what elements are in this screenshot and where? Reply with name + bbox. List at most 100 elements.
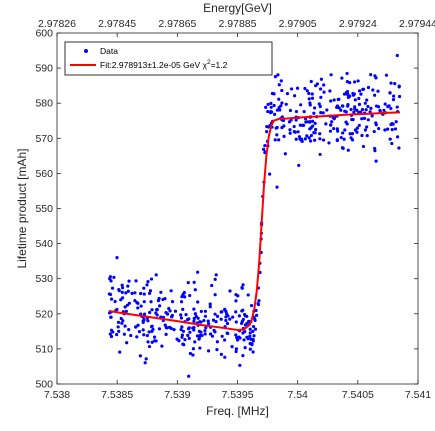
data-point: [329, 73, 333, 77]
data-point: [292, 124, 296, 129]
data-point: [307, 136, 311, 140]
data-point: [134, 325, 138, 329]
data-point: [247, 319, 251, 323]
data-point: [335, 127, 339, 131]
data-point: [392, 94, 396, 98]
data-point: [198, 333, 202, 338]
data-point: [389, 106, 393, 111]
data-point: [365, 98, 369, 102]
data-point: [266, 102, 270, 107]
data-point: [208, 305, 212, 309]
data-point: [168, 309, 172, 313]
data-point: [183, 295, 187, 299]
data-point: [157, 327, 162, 331]
data-point: [394, 120, 398, 124]
data-point: [146, 319, 150, 323]
data-point: [120, 290, 124, 294]
data-point: [237, 335, 241, 339]
data-point: [187, 336, 191, 340]
data-point: [165, 326, 169, 330]
data-point: [276, 73, 280, 77]
data-point: [241, 353, 245, 358]
data-point: [155, 307, 159, 312]
data-point: [360, 107, 365, 112]
data-point: [360, 133, 364, 138]
data-point: [366, 85, 371, 90]
data-point: [133, 299, 137, 303]
top-x-tick-label: 2.97845: [98, 18, 136, 30]
data-point: [374, 121, 378, 125]
data-point: [391, 98, 396, 102]
data-point: [318, 137, 322, 141]
data-point: [206, 349, 211, 353]
legend-fit-label: Fit:2.978913±1.2e-05 GeV χ2=1.2: [100, 59, 228, 70]
data-point: [292, 130, 296, 134]
data-point: [148, 289, 153, 293]
data-point: [395, 135, 400, 139]
data-point: [123, 324, 127, 328]
data-point: [335, 138, 339, 142]
data-point: [126, 289, 130, 293]
data-point: [288, 108, 293, 113]
data-point: [225, 331, 229, 335]
data-point: [169, 289, 173, 293]
data-point: [163, 323, 167, 327]
data-point: [253, 327, 258, 331]
top-x-tick-label: 2.97885: [219, 18, 257, 30]
top-x-tick-label: 2.97944: [399, 18, 435, 30]
data-point: [127, 301, 132, 305]
data-point: [248, 327, 252, 331]
data-point: [288, 128, 292, 132]
data-point: [237, 314, 241, 318]
data-point: [357, 123, 361, 128]
data-point: [369, 106, 373, 110]
data-point: [182, 290, 186, 295]
data-point: [330, 120, 334, 124]
data-point: [110, 286, 115, 290]
data-point: [108, 332, 112, 336]
data-point: [350, 132, 355, 136]
x-tick-label: 7.541: [405, 389, 431, 401]
data-point: [234, 292, 238, 297]
data-point: [279, 104, 283, 108]
data-point: [150, 324, 154, 328]
data-point: [340, 146, 345, 150]
legend: Data Fit:2.978913±1.2e-05 GeV χ2=1.2: [64, 41, 273, 76]
data-point: [298, 123, 302, 127]
data-point: [108, 277, 112, 281]
data-point: [213, 293, 217, 297]
data-point: [127, 328, 131, 332]
data-point: [135, 335, 139, 339]
data-point: [153, 339, 157, 343]
data-point: [329, 99, 333, 103]
data-point: [223, 338, 227, 342]
data-point: [215, 348, 219, 352]
data-point: [188, 351, 192, 356]
data-point: [294, 137, 298, 141]
data-point: [142, 333, 146, 337]
data-point: [167, 306, 171, 311]
data-point: [142, 286, 146, 290]
data-point: [308, 101, 312, 105]
fit-line: [108, 111, 400, 331]
data-point: [342, 92, 347, 96]
data-point: [199, 309, 203, 314]
data-point: [376, 105, 381, 109]
data-point: [199, 330, 203, 334]
data-point: [115, 256, 119, 260]
y-tick-label: 600: [35, 28, 53, 40]
data-point: [268, 111, 273, 115]
data-point: [351, 93, 355, 97]
data-point: [204, 325, 208, 330]
data-point: [249, 303, 254, 308]
data-point: [235, 338, 240, 342]
data-point: [117, 289, 121, 293]
top-x-tick-label: 2.97924: [339, 18, 377, 30]
data-point: [136, 301, 140, 305]
data-point: [146, 280, 150, 284]
data-point: [115, 332, 119, 337]
data-point: [280, 88, 284, 93]
data-point: [241, 283, 245, 287]
plot-background: [57, 33, 418, 384]
